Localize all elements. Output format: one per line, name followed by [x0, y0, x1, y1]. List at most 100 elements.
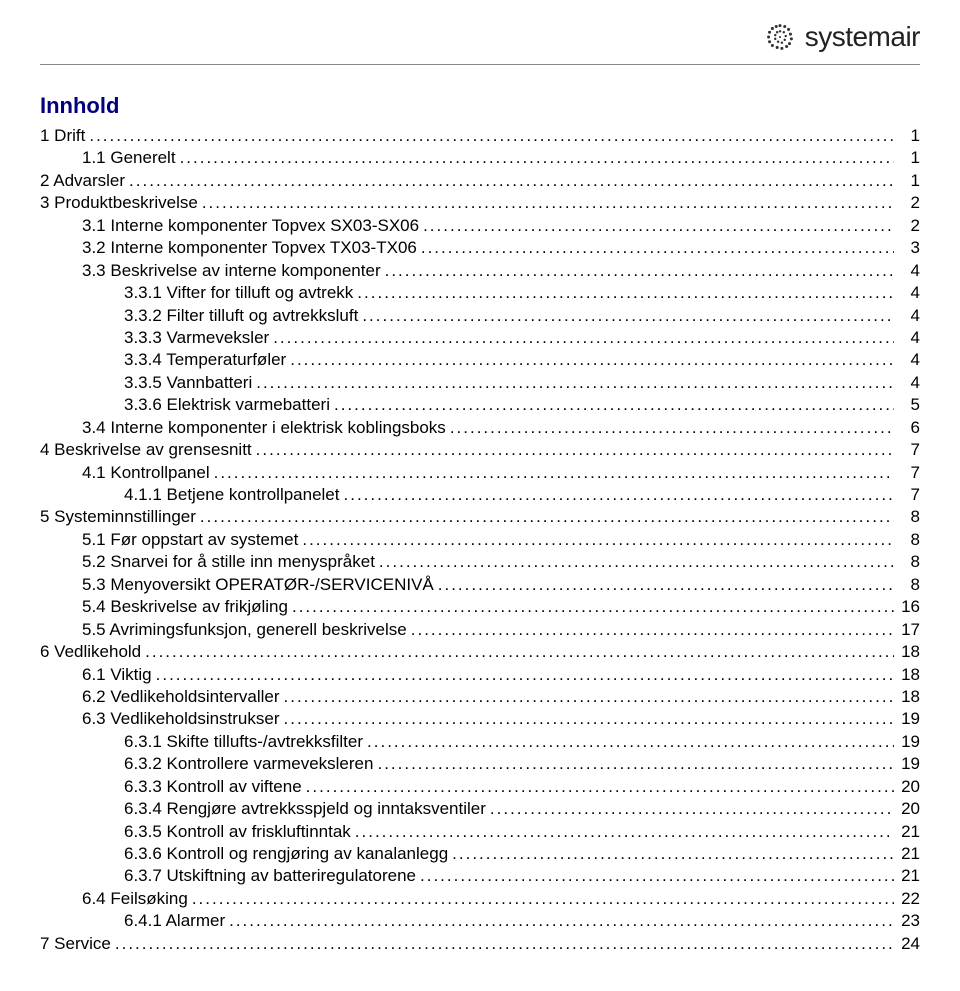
toc-entry-page: 21 — [898, 843, 920, 865]
toc-leader-dots — [284, 708, 894, 730]
toc-entry[interactable]: 5.5 Avrimingsfunksjon, generell beskrive… — [40, 619, 920, 641]
toc-entry-label: 3.3.3 Varmeveksler — [124, 327, 269, 349]
toc-entry-page: 20 — [898, 776, 920, 798]
toc-entry-label: 3.3.4 Temperaturføler — [124, 349, 286, 371]
toc-entry[interactable]: 3.3.2 Filter tilluft og avtrekksluft 4 — [40, 305, 920, 327]
toc-leader-dots — [273, 327, 894, 349]
toc-entry-label: 6.4 Feilsøking — [82, 888, 188, 910]
toc-leader-dots — [290, 349, 894, 371]
toc-entry[interactable]: 6.1 Viktig 18 — [40, 664, 920, 686]
toc-leader-dots — [192, 888, 894, 910]
toc-leader-dots — [423, 215, 894, 237]
toc-leader-dots — [202, 192, 894, 214]
toc-entry-page: 19 — [898, 731, 920, 753]
toc-entry[interactable]: 6 Vedlikehold18 — [40, 641, 920, 663]
toc-entry-label: 3.3 Beskrivelse av interne komponenter — [82, 260, 381, 282]
toc-entry-label: 3 Produktbeskrivelse — [40, 192, 198, 214]
toc-entry[interactable]: 4.1.1 Betjene kontrollpanelet 7 — [40, 484, 920, 506]
toc-entry-page: 19 — [898, 708, 920, 730]
toc-entry[interactable]: 4 Beskrivelse av grensesnitt7 — [40, 439, 920, 461]
toc-entry[interactable]: 7 Service24 — [40, 933, 920, 955]
toc-entry-label: 6.3.4 Rengjøre avtrekksspjeld og inntaks… — [124, 798, 486, 820]
toc-entry[interactable]: 6.3.7 Utskiftning av batteriregulatorene… — [40, 865, 920, 887]
toc-entry-label: 4 Beskrivelse av grensesnitt — [40, 439, 252, 461]
toc-entry-label: 6.3.3 Kontroll av viftene — [124, 776, 302, 798]
toc-entry[interactable]: 3.3.3 Varmeveksler4 — [40, 327, 920, 349]
toc-entry[interactable]: 6.4.1 Alarmer23 — [40, 910, 920, 932]
toc-entry-page: 8 — [898, 506, 920, 528]
toc-entry[interactable]: 5.4 Beskrivelse av frikjøling16 — [40, 596, 920, 618]
toc-entry-page: 18 — [898, 664, 920, 686]
toc-entry[interactable]: 1.1 Generelt1 — [40, 147, 920, 169]
toc-entry-label: 6 Vedlikehold — [40, 641, 141, 663]
toc-entry-label: 2 Advarsler — [40, 170, 125, 192]
toc-entry[interactable]: 6.3.6 Kontroll og rengjøring av kanalanl… — [40, 843, 920, 865]
toc-entry-label: 3.3.2 Filter tilluft og avtrekksluft — [124, 305, 358, 327]
toc-leader-dots — [367, 731, 894, 753]
toc-entry-page: 18 — [898, 686, 920, 708]
toc-leader-dots — [411, 619, 894, 641]
toc-leader-dots — [115, 933, 894, 955]
toc-entry-page: 16 — [898, 596, 920, 618]
toc-entry-page: 22 — [898, 888, 920, 910]
toc-entry-page: 21 — [898, 821, 920, 843]
toc-entry[interactable]: 6.2 Vedlikeholdsintervaller 18 — [40, 686, 920, 708]
toc-entry-label: 1.1 Generelt — [82, 147, 176, 169]
toc-entry[interactable]: 6.3.1 Skifte tillufts-/avtrekksfilter19 — [40, 731, 920, 753]
toc-entry-page: 24 — [898, 933, 920, 955]
toc-entry-label: 6.3 Vedlikeholdsinstrukser — [82, 708, 280, 730]
toc-leader-dots — [344, 484, 895, 506]
toc-entry[interactable]: 1 Drift1 — [40, 125, 920, 147]
toc-leader-dots — [421, 237, 894, 259]
toc-entry[interactable]: 6.3.4 Rengjøre avtrekksspjeld og inntaks… — [40, 798, 920, 820]
toc-entry[interactable]: 3.3.1 Vifter for tilluft og avtrekk4 — [40, 282, 920, 304]
toc-entry[interactable]: 3.3.4 Temperaturføler 4 — [40, 349, 920, 371]
toc-entry-label: 3.1 Interne komponenter Topvex SX03-SX06 — [82, 215, 419, 237]
toc-leader-dots — [306, 776, 894, 798]
toc-container: Innhold 1 Drift11.1 Generelt12 Advarsler… — [40, 65, 920, 955]
toc-entry[interactable]: 6.3 Vedlikeholdsinstrukser 19 — [40, 708, 920, 730]
toc-entry-page: 4 — [898, 305, 920, 327]
toc-entry[interactable]: 3.4 Interne komponenter i elektrisk kobl… — [40, 417, 920, 439]
toc-entry[interactable]: 3.3.6 Elektrisk varmebatteri5 — [40, 394, 920, 416]
toc-entry-label: 6.1 Viktig — [82, 664, 152, 686]
swirl-icon — [761, 18, 799, 56]
toc-leader-dots — [214, 462, 894, 484]
toc-entry[interactable]: 5.1 Før oppstart av systemet8 — [40, 529, 920, 551]
toc-leader-dots — [129, 170, 894, 192]
toc-entry[interactable]: 3 Produktbeskrivelse2 — [40, 192, 920, 214]
toc-leader-dots — [256, 372, 894, 394]
toc-entry[interactable]: 6.3.3 Kontroll av viftene 20 — [40, 776, 920, 798]
toc-entry[interactable]: 3.3 Beskrivelse av interne komponenter4 — [40, 260, 920, 282]
toc-entry-label: 6.2 Vedlikeholdsintervaller — [82, 686, 280, 708]
toc-entry[interactable]: 6.3.5 Kontroll av friskluftinntak21 — [40, 821, 920, 843]
toc-leader-dots — [256, 439, 894, 461]
toc-entry[interactable]: 6.3.2 Kontrollere varmeveksleren19 — [40, 753, 920, 775]
toc-leader-dots — [420, 865, 894, 887]
toc-entry-page: 6 — [898, 417, 920, 439]
toc-leader-dots — [284, 686, 894, 708]
toc-entry[interactable]: 3.3.5 Vannbatteri4 — [40, 372, 920, 394]
toc-leader-dots — [156, 664, 894, 686]
toc-entry-label: 3.3.1 Vifter for tilluft og avtrekk — [124, 282, 353, 304]
toc-leader-dots — [452, 843, 894, 865]
toc-entry[interactable]: 5 Systeminnstillinger8 — [40, 506, 920, 528]
toc-leader-dots — [334, 394, 894, 416]
toc-entry[interactable]: 4.1 Kontrollpanel7 — [40, 462, 920, 484]
toc-entry[interactable]: 5.3 Menyoversikt OPERATØR-/SERVICENIVÅ8 — [40, 574, 920, 596]
brand-logo: systemair — [761, 18, 920, 56]
toc-entry[interactable]: 6.4 Feilsøking 22 — [40, 888, 920, 910]
toc-leader-dots — [292, 596, 894, 618]
toc-entry[interactable]: 3.2 Interne komponenter Topvex TX03-TX06… — [40, 237, 920, 259]
toc-entry-page: 7 — [898, 484, 920, 506]
toc-leader-dots — [438, 574, 894, 596]
toc-entry-label: 4.1.1 Betjene kontrollpanelet — [124, 484, 340, 506]
toc-leader-dots — [200, 506, 894, 528]
toc-leader-dots — [302, 529, 894, 551]
toc-leader-dots — [490, 798, 894, 820]
toc-entry-page: 21 — [898, 865, 920, 887]
toc-entry[interactable]: 5.2 Snarvei for å stille inn menyspråket… — [40, 551, 920, 573]
toc-entry[interactable]: 3.1 Interne komponenter Topvex SX03-SX06… — [40, 215, 920, 237]
toc-entry[interactable]: 2 Advarsler1 — [40, 170, 920, 192]
toc-entry-page: 4 — [898, 349, 920, 371]
